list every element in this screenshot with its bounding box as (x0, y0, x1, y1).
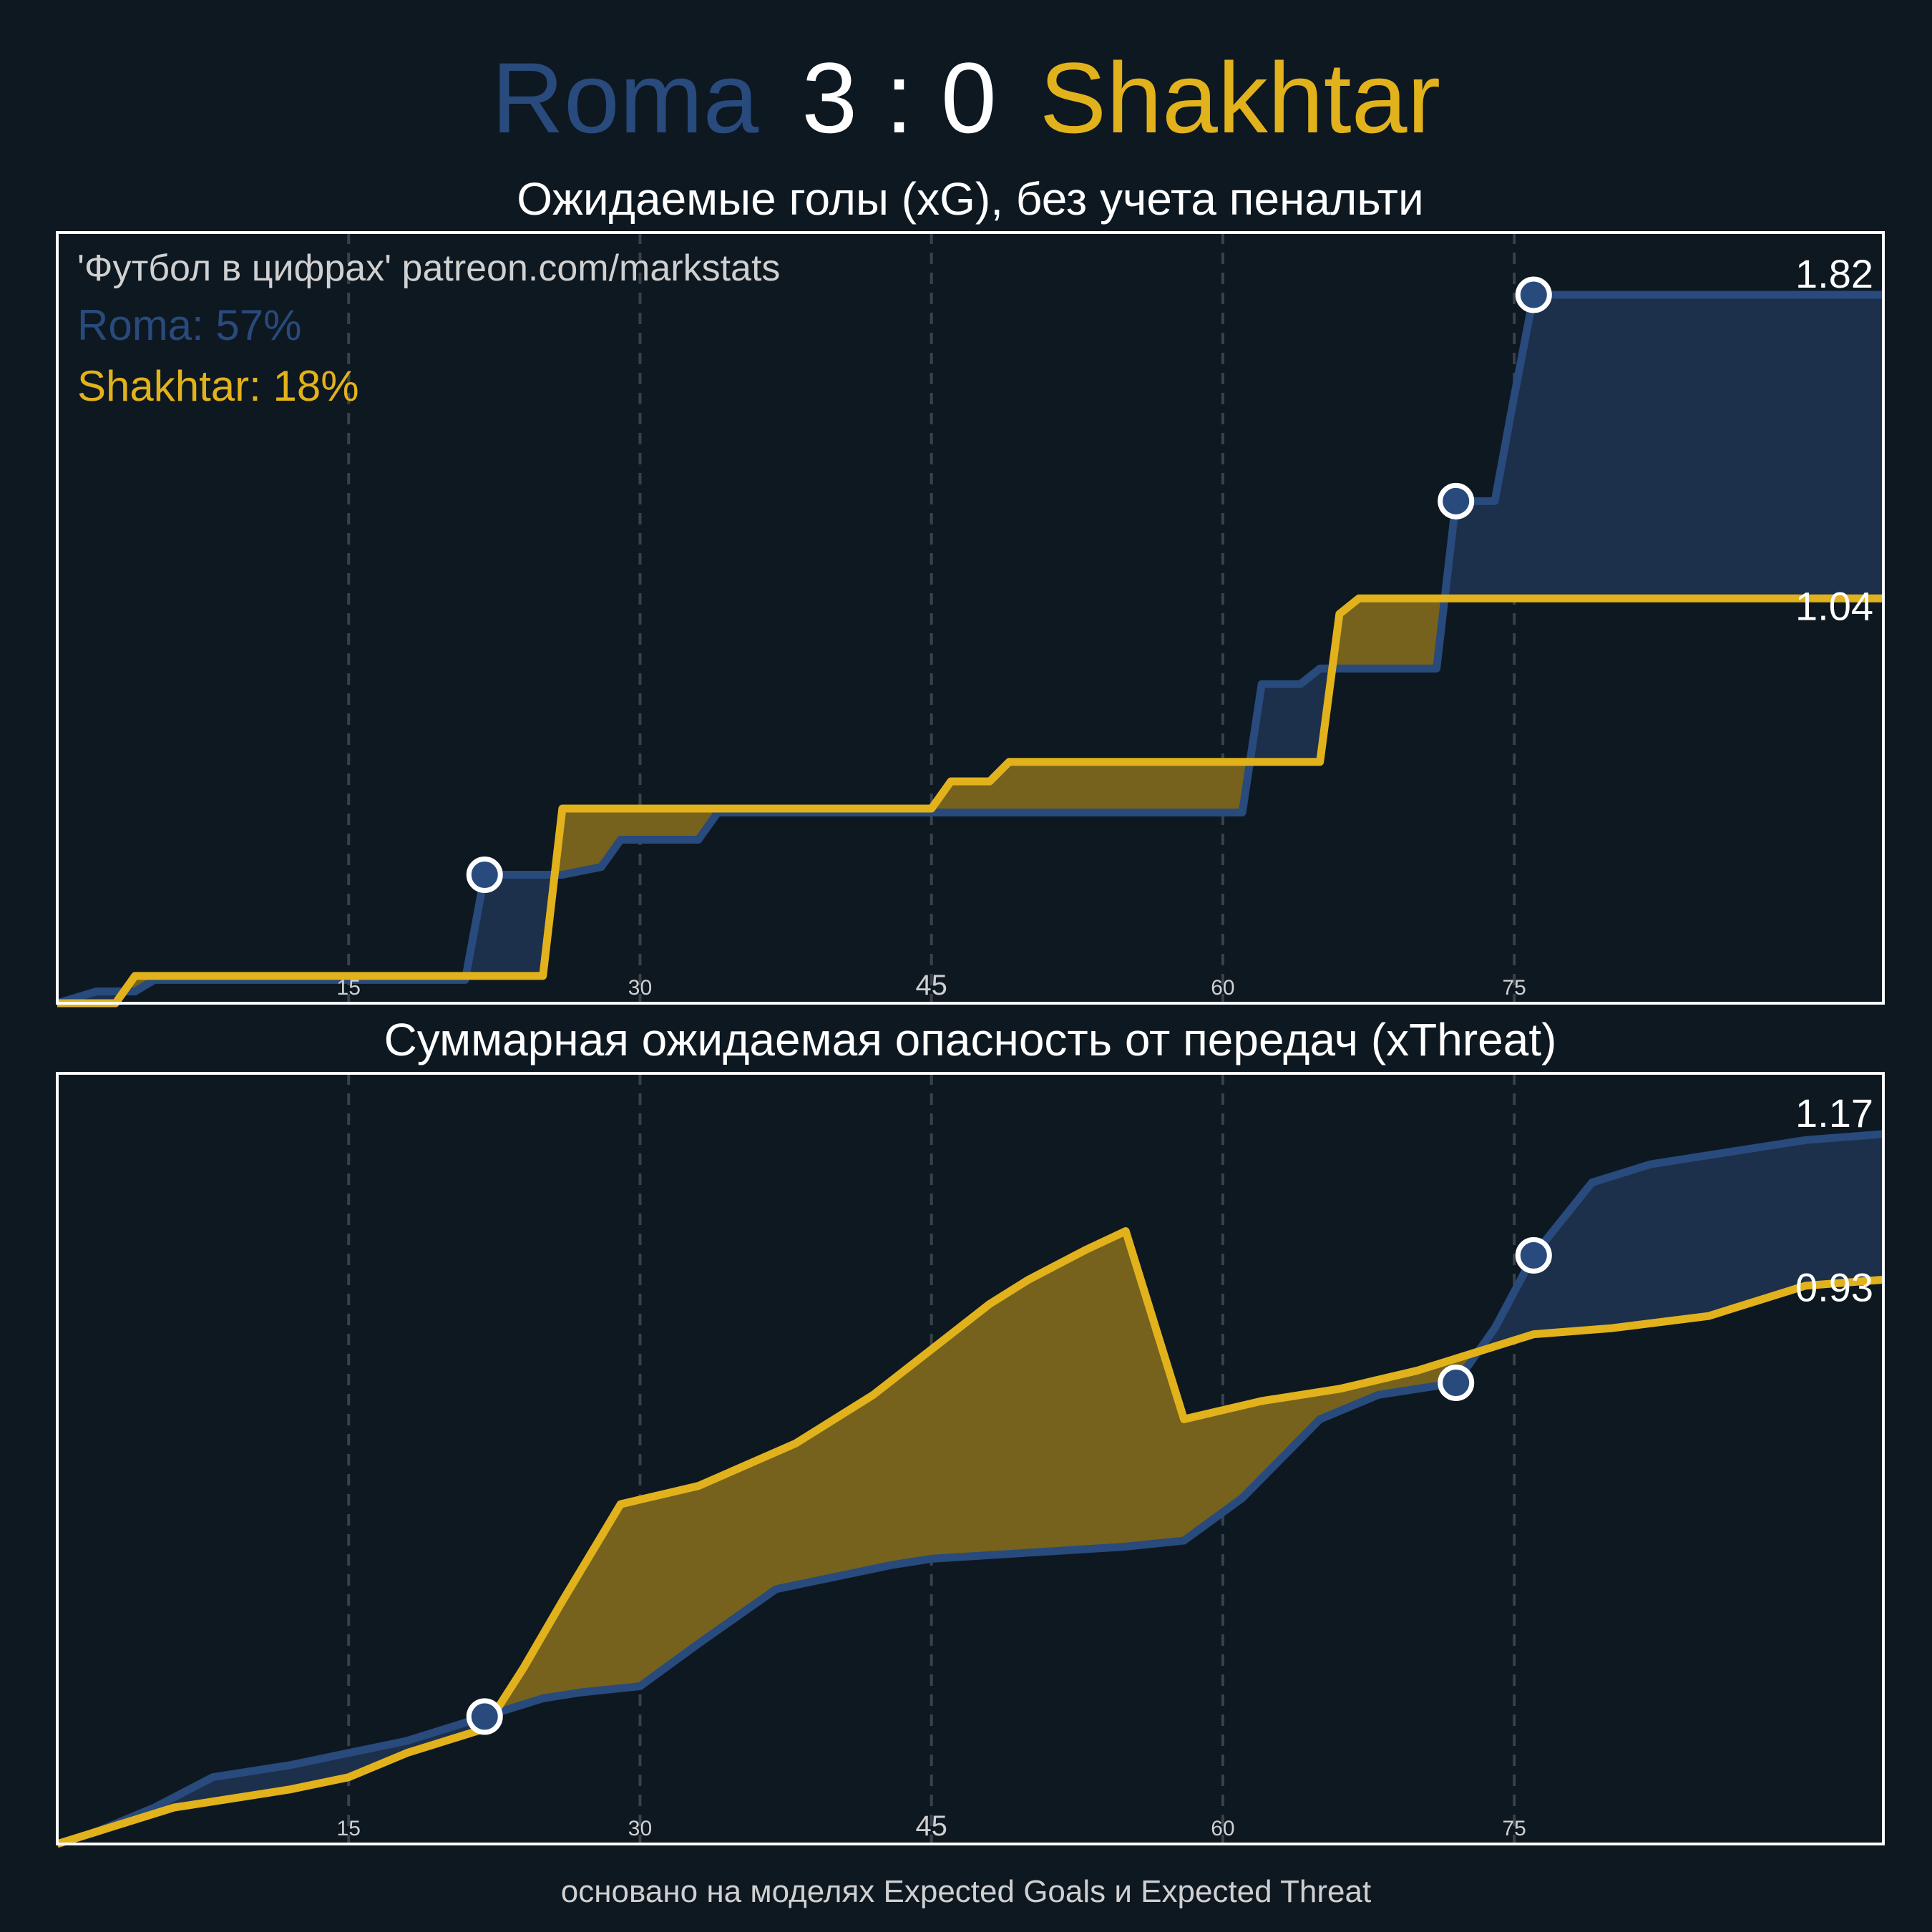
x-tick-label: 30 (628, 1817, 652, 1840)
home-advantage-area (1445, 295, 1883, 599)
goal-marker (1438, 482, 1475, 519)
x-tick-label: 30 (628, 976, 652, 1000)
home-series-line (56, 1130, 1884, 1848)
x-tick-label: 75 (1502, 1817, 1526, 1840)
home-win-probability: Roma: 57% (77, 301, 301, 349)
x-tick-label: 15 (337, 976, 361, 1000)
home-advantage-area (1250, 666, 1333, 762)
match-score: 3 : 0 (801, 42, 996, 154)
away-advantage-area (556, 759, 1251, 875)
xg-panel: Ожидаемые голы (xG), без учета пенальти 1… (56, 173, 1885, 1008)
away-advantage-area (1332, 595, 1445, 669)
away-end-value: 1.04 (1795, 583, 1873, 628)
plot-frame (56, 1072, 1885, 1845)
x-tick-label: 60 (1211, 1817, 1234, 1840)
goal-marker (1515, 276, 1552, 313)
panel-title: Суммарная ожидаемая опасность от передач… (384, 1014, 1557, 1065)
watermark-text: 'Футбол в цифрах' patreon.com/markstats (77, 248, 780, 289)
footer-note: основано на моделях Expected Goals и Exp… (561, 1874, 1371, 1909)
away-series-line (57, 594, 1883, 1008)
away-end-value: 0.93 (1795, 1264, 1873, 1309)
home-team-name: Roma (492, 42, 759, 154)
panel-title: Ожидаемые голы (xG), без учета пенальти (517, 173, 1423, 225)
goal-marker (466, 1698, 503, 1735)
x-tick-label: 75 (1502, 976, 1526, 1000)
goal-marker (1438, 1364, 1475, 1401)
match-header: Roma 3 : 0 Shakhtar (492, 42, 1440, 154)
legend: 'Футбол в цифрах' patreon.com/markstats … (77, 248, 780, 410)
home-advantage-area (57, 1712, 496, 1844)
away-advantage-area (495, 1231, 1479, 1714)
away-series-line (56, 1226, 1884, 1848)
x-tick-label: 60 (1211, 976, 1234, 1000)
home-end-value: 1.17 (1795, 1091, 1873, 1136)
away-win-probability: Shakhtar: 18% (77, 362, 359, 410)
goal-marker (466, 857, 503, 893)
goal-marker (1515, 1236, 1552, 1274)
x-tick-label: 15 (337, 1817, 361, 1840)
plot-frame (56, 231, 1885, 1005)
x-tick-label: 45 (915, 970, 947, 1001)
x-tick-label: 45 (915, 1810, 947, 1842)
away-team-name: Shakhtar (1040, 42, 1440, 154)
home-advantage-area (1478, 1133, 1883, 1352)
xthreat-panel: Суммарная ожидаемая опасность от передач… (56, 1014, 1885, 1848)
home-end-value: 1.82 (1795, 251, 1873, 296)
